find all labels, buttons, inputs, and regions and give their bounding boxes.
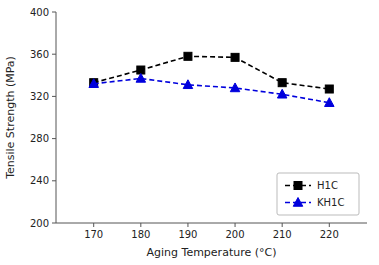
x-tick <box>235 223 236 227</box>
point-marker <box>325 98 335 107</box>
x-tick-label: 170 <box>84 229 103 240</box>
y-tick-label: 240 <box>30 175 49 186</box>
legend-marker <box>293 198 303 207</box>
x-axis-line <box>56 223 367 224</box>
x-tick <box>187 223 188 227</box>
point-marker <box>184 52 192 60</box>
x-tick-label: 210 <box>273 229 292 240</box>
x-tick-label: 200 <box>226 229 245 240</box>
x-tick <box>140 223 141 227</box>
series-line <box>94 56 330 89</box>
series <box>89 73 334 106</box>
y-tick-label: 320 <box>30 91 49 102</box>
x-tick-label: 220 <box>320 229 339 240</box>
series-line <box>94 78 330 102</box>
y-tick <box>52 12 56 13</box>
legend-label: KH1C <box>317 197 344 208</box>
x-tick-label: 190 <box>178 229 197 240</box>
axes: 170 180 190 200 210 220 200 240 280 320 360 400 <box>30 7 367 241</box>
chart: 170 180 190 200 210 220 200 240 280 320 360 400 Agin… <box>0 0 379 265</box>
point-marker <box>230 83 240 92</box>
x-tick-label: 180 <box>131 229 150 240</box>
y-tick <box>52 138 56 139</box>
point-marker <box>278 79 286 87</box>
legend-marker <box>294 182 302 190</box>
y-tick <box>52 223 56 224</box>
point-marker <box>277 89 287 98</box>
point-marker <box>89 79 99 88</box>
legend-label: H1C <box>317 180 338 191</box>
plot-data <box>89 52 334 106</box>
point-marker <box>325 85 333 93</box>
y-tick-label: 400 <box>30 7 49 18</box>
y-tick-label: 280 <box>30 133 49 144</box>
y-tick <box>52 96 56 97</box>
y-tick <box>52 180 56 181</box>
point-marker <box>231 53 239 61</box>
y-tick <box>52 54 56 55</box>
x-axis-label: Aging Temperature (°C) <box>147 246 277 259</box>
x-tick <box>329 223 330 227</box>
y-axis-label: Tensile Strength (MPa) <box>4 56 17 180</box>
point-marker <box>183 80 193 89</box>
x-tick <box>282 223 283 227</box>
series <box>90 52 334 93</box>
y-tick-label: 360 <box>30 49 49 60</box>
x-tick <box>93 223 94 227</box>
legend: H1C KH1C <box>277 173 359 215</box>
point-marker <box>136 73 146 82</box>
y-axis-line <box>56 12 57 223</box>
legend-box <box>277 173 359 215</box>
y-tick-label: 200 <box>30 218 49 229</box>
